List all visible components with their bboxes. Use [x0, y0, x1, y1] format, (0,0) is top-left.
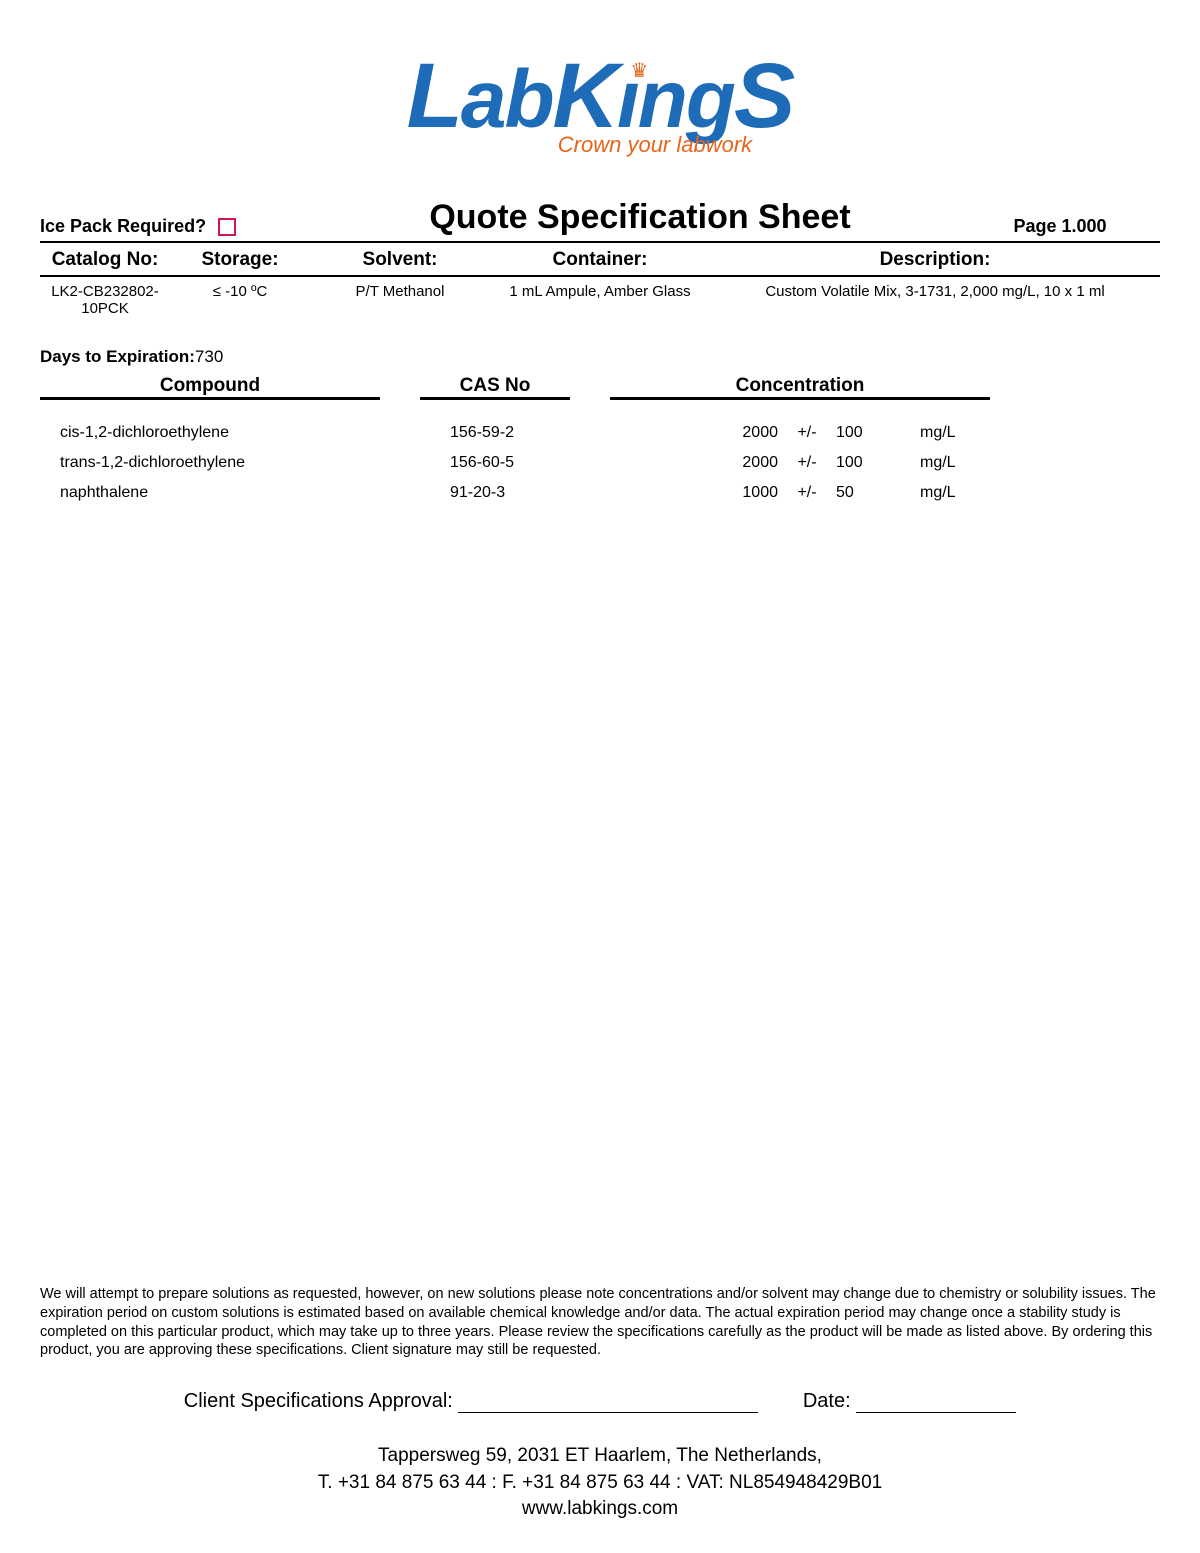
- meta-label-container: Container:: [553, 249, 648, 270]
- disclaimer-text: We will attempt to prepare solutions as …: [40, 1285, 1160, 1360]
- conc-value: 1000: [728, 484, 778, 502]
- ice-pack-field: Ice Pack Required?: [40, 216, 320, 237]
- meta-value-storage: ≤ -10 ºC: [170, 283, 310, 317]
- date-label: Date:: [803, 1390, 851, 1412]
- meta-value-solvent: P/T Methanol: [310, 283, 490, 317]
- cell-compound: trans-1,2-dichloroethylene: [40, 454, 380, 472]
- logo-text: LabKıngS: [407, 50, 794, 142]
- crown-icon: ♛: [630, 58, 648, 83]
- cell-compound: naphthalene: [40, 484, 380, 502]
- logo-letters-ab: ab: [461, 54, 553, 145]
- conc-unit: mg/L: [920, 454, 970, 472]
- title-row: Ice Pack Required? Quote Specification S…: [40, 198, 1160, 243]
- cell-cas: 156-60-5: [420, 454, 570, 472]
- ice-pack-label: Ice Pack Required?: [40, 216, 206, 237]
- page-title: Quote Specification Sheet: [320, 198, 960, 237]
- th-cas: CAS No: [420, 375, 570, 400]
- expiration-row: Days to Expiration:730: [40, 347, 1160, 367]
- page-number: Page 1.000: [960, 216, 1160, 237]
- expiration-label: Days to Expiration:: [40, 347, 195, 366]
- table-body: cis-1,2-dichloroethylene 156-59-2 2000 +…: [40, 418, 1160, 508]
- meta-value-container: 1 mL Ampule, Amber Glass: [490, 283, 710, 317]
- conc-plusminus: +/-: [792, 454, 822, 472]
- approval-label: Client Specifications Approval:: [184, 1390, 453, 1412]
- meta-value-description: Custom Volatile Mix, 3-1731, 2,000 mg/L,…: [710, 283, 1160, 317]
- meta-value-catalog: LK2-CB232802-10PCK: [40, 283, 170, 317]
- approval-signature-line[interactable]: [458, 1412, 758, 1413]
- meta-label-storage: Storage:: [201, 249, 278, 270]
- conc-unit: mg/L: [920, 424, 970, 442]
- logo-tagline: Crown your labwork: [517, 132, 794, 158]
- ice-pack-checkbox[interactable]: [218, 218, 236, 236]
- cell-concentration: 2000 +/- 100 mg/L: [610, 424, 990, 442]
- footer-contact: T. +31 84 875 63 44 : F. +31 84 875 63 4…: [40, 1470, 1160, 1497]
- meta-label-solvent: Solvent:: [363, 249, 438, 270]
- table-row: cis-1,2-dichloroethylene 156-59-2 2000 +…: [40, 418, 1160, 448]
- signature-row: Client Specifications Approval: Date:: [40, 1390, 1160, 1413]
- cell-concentration: 1000 +/- 50 mg/L: [610, 484, 990, 502]
- logo-area: LabKıngS ♛ Crown your labwork: [40, 50, 1160, 158]
- meta-label-catalog: Catalog No:: [52, 249, 159, 270]
- spacer: [40, 508, 1160, 1285]
- meta-values-row: LK2-CB232802-10PCK ≤ -10 ºC P/T Methanol…: [40, 277, 1160, 327]
- conc-value: 2000: [728, 424, 778, 442]
- logo: LabKıngS ♛ Crown your labwork: [407, 50, 794, 158]
- date-signature-line[interactable]: [856, 1412, 1016, 1413]
- th-compound: Compound: [40, 375, 380, 400]
- expiration-value: 730: [195, 347, 223, 366]
- logo-letter-l: L: [407, 45, 461, 147]
- meta-header-row: Catalog No: Storage: Solvent: Container:…: [40, 243, 1160, 277]
- meta-label-description: Description:: [880, 249, 991, 270]
- cell-cas: 91-20-3: [420, 484, 570, 502]
- footer: Tappersweg 59, 2031 ET Haarlem, The Neth…: [40, 1443, 1160, 1523]
- conc-tolerance: 100: [836, 454, 876, 472]
- page: LabKıngS ♛ Crown your labwork Ice Pack R…: [0, 0, 1200, 1553]
- conc-unit: mg/L: [920, 484, 970, 502]
- conc-plusminus: +/-: [792, 484, 822, 502]
- table-header: Compound CAS No Concentration: [40, 375, 1160, 406]
- table-row: trans-1,2-dichloroethylene 156-60-5 2000…: [40, 448, 1160, 478]
- conc-plusminus: +/-: [792, 424, 822, 442]
- conc-value: 2000: [728, 454, 778, 472]
- cell-concentration: 2000 +/- 100 mg/L: [610, 454, 990, 472]
- cell-compound: cis-1,2-dichloroethylene: [40, 424, 380, 442]
- cell-cas: 156-59-2: [420, 424, 570, 442]
- footer-address: Tappersweg 59, 2031 ET Haarlem, The Neth…: [40, 1443, 1160, 1470]
- conc-tolerance: 50: [836, 484, 876, 502]
- conc-tolerance: 100: [836, 424, 876, 442]
- footer-website: www.labkings.com: [40, 1496, 1160, 1523]
- th-concentration: Concentration: [610, 375, 990, 400]
- table-row: naphthalene 91-20-3 1000 +/- 50 mg/L: [40, 478, 1160, 508]
